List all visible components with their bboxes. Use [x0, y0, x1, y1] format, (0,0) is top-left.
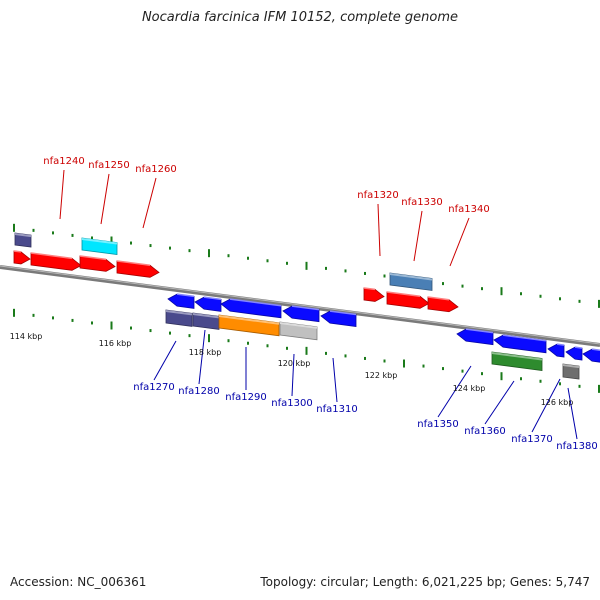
callout-line: [198, 329, 206, 385]
callout-line: [332, 357, 338, 403]
genome-backbone: [0, 265, 600, 347]
gene-label-nfa1340[interactable]: nfa1340: [448, 204, 489, 215]
callout-line: [291, 353, 295, 397]
gene-arrow-reverse[interactable]: [194, 296, 222, 312]
callout-line: [59, 169, 65, 220]
gene-arrow-reverse[interactable]: [282, 305, 320, 323]
gene-arrow-forward[interactable]: [116, 260, 160, 278]
gene-arrow-reverse[interactable]: [565, 346, 583, 361]
callout-line: [437, 365, 472, 418]
feature-box-green[interactable]: [491, 351, 543, 371]
gene-label-nfa1370[interactable]: nfa1370: [511, 434, 552, 445]
feature-box-cyan[interactable]: [81, 237, 118, 256]
callout-line: [567, 387, 578, 440]
callout-line: [484, 380, 515, 425]
callout-line: [142, 177, 157, 229]
gene-arrow-reverse[interactable]: [320, 310, 357, 328]
scale-label: 116 kbp: [99, 339, 132, 348]
callout-line: [100, 173, 110, 225]
scale-labels: 114 kbp 116 kbp 118 kbp 120 kbp 122 kbp 124 k…: [10, 332, 574, 407]
gene-label-nfa1240[interactable]: nfa1240: [43, 156, 84, 167]
gene-label-nfa1260[interactable]: nfa1260: [135, 164, 176, 175]
gene-arrow-reverse[interactable]: [582, 348, 600, 363]
gene-label-nfa1250[interactable]: nfa1250: [88, 160, 129, 171]
feature-box-steelblue[interactable]: [389, 272, 433, 291]
feature-box-orange[interactable]: [218, 314, 280, 337]
scale-label: 120 kbp: [278, 359, 311, 368]
feature-box-lower[interactable]: [192, 312, 220, 330]
scale-label: 124 kbp: [453, 384, 486, 393]
feature-box-gray[interactable]: [279, 321, 318, 341]
gene-label-nfa1320[interactable]: nfa1320: [357, 190, 398, 201]
genome-summary-text: Topology: circular; Length: 6,021,225 bp…: [260, 575, 590, 589]
callout-line: [449, 217, 470, 267]
gene-label-nfa1290[interactable]: nfa1290: [225, 392, 266, 403]
gene-arrow-reverse[interactable]: [220, 298, 282, 319]
gene-label-nfa1310[interactable]: nfa1310: [316, 404, 357, 415]
scale-label: 122 kbp: [365, 371, 398, 380]
scale-label: 114 kbp: [10, 332, 43, 341]
gene-label-nfa1350[interactable]: nfa1350: [417, 419, 458, 430]
scale-label: 118 kbp: [189, 348, 222, 357]
gene-arrow-forward[interactable]: [363, 287, 385, 302]
callout-line: [153, 340, 177, 381]
gene-arrow-forward[interactable]: [13, 250, 31, 265]
callout-line: [531, 378, 561, 433]
gene-arrow-forward[interactable]: [427, 296, 459, 313]
gene-label-nfa1280[interactable]: nfa1280: [178, 386, 219, 397]
gene-label-nfa1330[interactable]: nfa1330: [401, 197, 442, 208]
feature-box-upper[interactable]: [14, 232, 32, 248]
gene-arrow-reverse[interactable]: [167, 293, 195, 309]
gene-label-nfa1360[interactable]: nfa1360: [464, 426, 505, 437]
backbone-line: [0, 265, 600, 347]
gene-arrow-reverse[interactable]: [456, 328, 494, 346]
gene-arrow-forward[interactable]: [79, 255, 116, 272]
backbone-highlight: [0, 265, 600, 345]
callout-line: [377, 203, 381, 257]
feature-box-darkgray[interactable]: [562, 363, 580, 380]
gene-arrow-reverse[interactable]: [493, 334, 547, 354]
gene-arrow-reverse[interactable]: [547, 343, 565, 358]
scale-label: 126 kbp: [541, 398, 574, 407]
gene-arrow-forward[interactable]: [30, 252, 82, 271]
gene-label-nfa1380[interactable]: nfa1380: [556, 441, 597, 452]
gene-arrow-forward[interactable]: [386, 291, 430, 309]
gene-label-nfa1270[interactable]: nfa1270: [133, 382, 174, 393]
callout-line: [413, 210, 423, 262]
feature-box-lower[interactable]: [165, 309, 193, 327]
map-title: Nocardia farcinica IFM 10152, complete g…: [141, 10, 459, 25]
gene-label-nfa1300[interactable]: nfa1300: [271, 398, 312, 409]
accession-text: Accession: NC_006361: [10, 575, 147, 589]
gene-features: [13, 232, 600, 380]
